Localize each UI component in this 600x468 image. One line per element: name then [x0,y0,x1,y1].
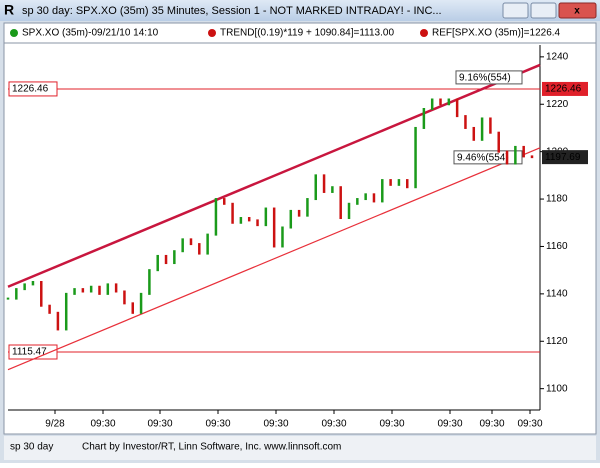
chart-panel [3,22,597,435]
x-tick-label: 09:30 [90,419,115,430]
legend-entry: REF[SPX.XO (35m)]=1226.4 [432,28,561,39]
ref-label: 1115.47 [12,347,47,358]
x-tick-label: 09:30 [263,419,288,430]
x-tick-label: 09:30 [205,419,230,430]
y-tick-label: 1220 [546,99,569,110]
channel-line [7,63,541,288]
last-price-box [542,150,588,165]
window-title: sp 30 day: SPX.XO (35m) 35 Minutes, Sess… [22,5,442,17]
x-tick-label: 09:30 [517,419,542,430]
legend-dot [208,29,216,37]
channel-line [7,147,541,371]
y-tick-label: 1160 [546,241,568,252]
last-price: 1197.69 [545,152,581,163]
maximize-button[interactable] [530,2,557,19]
legend: SPX.XO (35m)-09/21/10 14:10 TREND[(0.19)*… [4,28,596,44]
y-tick-label: 1180 [546,194,568,205]
status-bar [4,436,596,460]
close-glyph: x [574,6,580,17]
ref-price: 1226.46 [545,84,582,95]
legend-entry: SPX.XO (35m)-09/21/10 14:10 [22,28,159,39]
plot: 110011201140116011801200122012409/2809:3… [6,45,588,430]
ref-price-box [542,81,588,96]
minimize-button[interactable] [502,2,529,19]
x-tick-label: 09:30 [147,419,172,430]
x-tick-label: 09:30 [437,419,462,430]
status-left: sp 30 day [10,442,53,453]
x-tick-label: 09:30 [321,419,346,430]
ref-label: 1226.46 [12,84,49,95]
status-text: Chart by Investor/RT, Linn Software, Inc… [82,442,341,453]
y-tick-label: 1240 [546,51,569,62]
channel-label-box [455,70,523,85]
legend-dot [10,29,18,37]
y-tick-label: 1140 [546,289,568,300]
channel-label: 9.46%(554) [457,153,509,164]
x-tick-label: 09:30 [379,419,404,430]
ref-label-box [8,81,58,97]
channel-label-box [453,150,523,165]
app-icon: R [4,2,14,18]
close-button[interactable] [558,2,597,19]
y-tick-label: 1120 [546,336,568,347]
legend-entry: TREND[(0.19)*119 + 1090.84]=1113.00 [220,28,394,39]
x-tick-label: 9/28 [45,419,65,430]
y-tick-label: 1100 [546,383,568,394]
legend-dot [420,29,428,37]
channel-label: 9.16%(554) [459,73,511,84]
x-tick-label: 09:30 [479,419,504,430]
title-bar [0,0,600,21]
